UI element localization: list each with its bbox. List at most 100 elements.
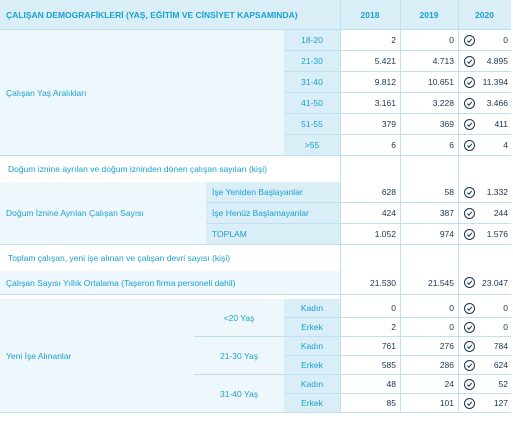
age-range-1: 21-30 xyxy=(284,51,340,72)
column-divider xyxy=(340,0,341,413)
maternity-label: Doğum İznine Ayrılan Çalışan Sayısı xyxy=(0,182,206,245)
maternity-row-2: TOPLAM xyxy=(206,224,340,245)
check-circle-icon xyxy=(464,139,475,151)
value-2020-cell: 244 xyxy=(458,203,511,224)
gender-label: Erkek xyxy=(284,394,340,413)
value-2020: 1.576 xyxy=(486,229,508,239)
value-2020: 624 xyxy=(493,360,508,370)
value-2019: 6 xyxy=(400,135,458,156)
value-2018: 3.161 xyxy=(340,93,400,114)
table-title: ÇALIŞAN DEMOGRAFİKLERİ (YAŞ, EĞİTİM VE C… xyxy=(0,0,340,30)
value-2018: 9.812 xyxy=(340,72,400,93)
value-2020: 4.895 xyxy=(486,56,508,66)
maternity-row-1: İşe Henüz Başlamayanlar xyxy=(206,203,340,224)
value-2020-cell: 0 xyxy=(458,299,511,318)
value-2020: 11.394 xyxy=(482,77,508,87)
value-2020-cell: 0 xyxy=(458,30,511,51)
age-range-2: 31-40 xyxy=(284,72,340,93)
check-circle-icon xyxy=(464,34,475,46)
age-range-4: 51-55 xyxy=(284,114,340,135)
value-2018: 424 xyxy=(340,203,400,224)
value-2019: 21.545 xyxy=(400,271,458,295)
year-header-2020: 2020 xyxy=(458,0,511,30)
age-range-3: 41-50 xyxy=(284,93,340,114)
value-2018: 6 xyxy=(340,135,400,156)
value-2019: 24 xyxy=(400,375,458,394)
value-2020-cell: 4.895 xyxy=(458,51,511,72)
value-2019: 0 xyxy=(400,299,458,318)
value-2019: 58 xyxy=(400,182,458,203)
check-circle-icon xyxy=(464,76,475,88)
value-2020: 244 xyxy=(493,208,508,218)
age-range-0: 18-20 xyxy=(284,30,340,51)
value-2019: 0 xyxy=(400,318,458,337)
value-2019: 0 xyxy=(400,30,458,51)
check-circle-icon xyxy=(464,55,475,67)
check-circle-icon xyxy=(464,302,475,314)
maternity-note: Doğum iznine ayrılan ve doğum izninden d… xyxy=(0,156,513,182)
value-2018: 0 xyxy=(340,299,400,318)
value-2020-cell: 784 xyxy=(458,337,511,356)
value-2020: 0 xyxy=(503,303,508,313)
check-circle-icon xyxy=(464,118,475,130)
hire-age-group-0: <20 Yaş xyxy=(194,299,284,337)
value-2020: 3.466 xyxy=(486,98,508,108)
check-circle-icon xyxy=(464,378,475,390)
value-2020-cell: 4 xyxy=(458,135,511,156)
check-circle-icon xyxy=(464,277,475,288)
total-label: Çalışan Sayısı Yıllık Ortalama (Taşeron … xyxy=(0,271,340,295)
value-2020-cell: 52 xyxy=(458,375,511,394)
value-2020-cell: 127 xyxy=(458,394,511,413)
value-2020-cell: 1.576 xyxy=(458,224,511,245)
check-circle-icon xyxy=(464,207,475,219)
hire-age-group-2: 31-40 Yaş xyxy=(194,375,284,413)
age-ranges-label: Çalışan Yaş Aralıkları xyxy=(0,30,284,156)
value-2020: 52 xyxy=(498,379,508,389)
check-circle-icon xyxy=(464,359,475,371)
value-2018: 2 xyxy=(340,30,400,51)
value-2018: 48 xyxy=(340,375,400,394)
value-2018: 21.530 xyxy=(340,271,400,295)
gender-label: Kadın xyxy=(284,375,340,394)
year-header-2018: 2018 xyxy=(340,0,400,30)
value-2019: 369 xyxy=(400,114,458,135)
value-2020: 4 xyxy=(503,140,508,150)
maternity-row-0: İşe Yeniden Başlayanlar xyxy=(206,182,340,203)
value-2019: 387 xyxy=(400,203,458,224)
gender-label: Kadın xyxy=(284,337,340,356)
value-2020: 23.047 xyxy=(482,277,508,288)
check-circle-icon xyxy=(464,397,475,409)
value-2020: 411 xyxy=(494,119,508,129)
value-2020-cell: 23.047 xyxy=(458,271,511,295)
value-2018: 1.052 xyxy=(340,224,400,245)
check-circle-icon xyxy=(464,321,475,333)
value-2019: 974 xyxy=(400,224,458,245)
value-2019: 4.713 xyxy=(400,51,458,72)
year-header-2019: 2019 xyxy=(400,0,458,30)
age-range-5: >55 xyxy=(284,135,340,156)
value-2018: 585 xyxy=(340,356,400,375)
value-2020: 784 xyxy=(493,341,508,351)
value-2018: 379 xyxy=(340,114,400,135)
value-2020: 127 xyxy=(493,398,508,408)
value-2020: 0 xyxy=(503,35,508,45)
check-circle-icon xyxy=(464,97,475,109)
gender-label: Kadın xyxy=(284,299,340,318)
check-circle-icon xyxy=(464,186,475,198)
value-2018: 761 xyxy=(340,337,400,356)
value-2020-cell: 411 xyxy=(458,114,511,135)
check-circle-icon xyxy=(464,228,475,240)
total-note: Toplam çalışan, yeni işe alınan ve çalış… xyxy=(0,245,513,271)
value-2019: 10.651 xyxy=(400,72,458,93)
value-2019: 3.228 xyxy=(400,93,458,114)
gender-label: Erkek xyxy=(284,356,340,375)
value-2020: 1.332 xyxy=(486,187,508,197)
value-2020-cell: 3.466 xyxy=(458,93,511,114)
column-divider xyxy=(400,0,401,413)
value-2019: 276 xyxy=(400,337,458,356)
check-circle-icon xyxy=(464,340,475,352)
gender-label: Erkek xyxy=(284,318,340,337)
hire-age-group-1: 21-30 Yaş xyxy=(194,337,284,375)
value-2018: 5.421 xyxy=(340,51,400,72)
